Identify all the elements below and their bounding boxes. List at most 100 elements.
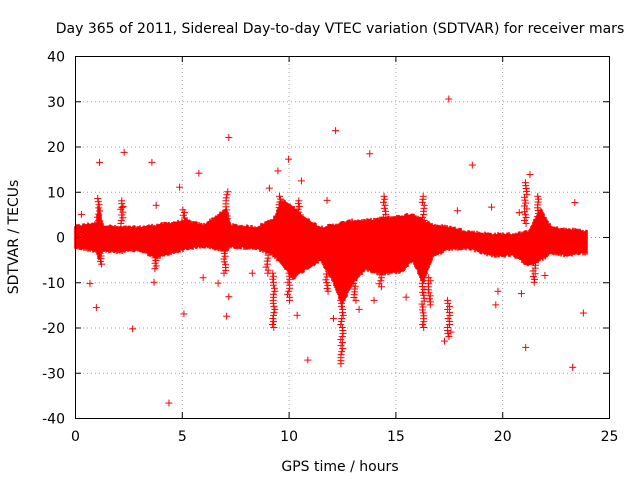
data-point: [165, 399, 173, 407]
data-point: [269, 290, 277, 298]
x-tick-label: 25: [601, 429, 619, 445]
data-point: [96, 219, 104, 227]
data-point: [419, 213, 427, 221]
data-point: [295, 197, 303, 205]
data-point: [285, 269, 293, 277]
data-point: [129, 325, 137, 333]
data-point: [337, 351, 345, 359]
data-point: [446, 308, 454, 316]
tick-layer: 0 5 10 15 20 25 -40 -30 -20 -10 0 10 20 30 40: [42, 50, 618, 446]
data-point: [420, 291, 428, 299]
data-spike: [117, 197, 127, 227]
data-point: [515, 209, 523, 217]
data-point: [223, 224, 231, 232]
data-point: [322, 256, 330, 264]
data-point: [118, 204, 126, 212]
data-point: [176, 183, 184, 191]
data-point: [441, 337, 449, 345]
data-point: [94, 213, 102, 221]
data-spike: [424, 274, 434, 309]
x-tick-label: 5: [178, 429, 187, 445]
data-point: [338, 299, 346, 307]
data-point: [323, 273, 331, 281]
data-point: [223, 312, 231, 320]
data-point: [92, 304, 100, 312]
data-point: [522, 343, 530, 351]
data-spike: [269, 269, 279, 331]
data-point: [337, 342, 345, 350]
data-point: [378, 274, 386, 282]
data-point: [270, 284, 278, 292]
data-point: [402, 293, 410, 301]
data-point: [579, 309, 587, 317]
data-point: [224, 221, 232, 229]
data-point: [522, 199, 530, 207]
data-spike: [529, 256, 539, 286]
data-point: [569, 363, 577, 371]
data-point: [222, 218, 230, 226]
data-point: [285, 287, 293, 295]
data-point: [224, 188, 232, 196]
data-point: [521, 211, 529, 219]
data-point: [445, 333, 453, 341]
data-point: [338, 348, 346, 356]
data-band: [74, 199, 588, 307]
data-point: [418, 280, 426, 288]
data-point: [541, 271, 549, 279]
chart-title: Day 365 of 2011, Sidereal Day-to-day VTE…: [56, 21, 624, 37]
data-point: [339, 305, 347, 313]
data-point: [262, 263, 270, 271]
data-point: [494, 287, 502, 295]
data-point: [264, 251, 272, 259]
data-point: [535, 218, 543, 226]
data-point: [355, 305, 363, 313]
data-point: [337, 296, 345, 304]
data-point: [248, 269, 256, 277]
data-point: [94, 195, 102, 203]
data-point: [274, 167, 282, 175]
data-point: [322, 276, 330, 284]
data-point: [379, 198, 387, 206]
data-point: [195, 169, 203, 177]
data-point: [323, 196, 331, 204]
data-point: [520, 217, 528, 225]
y-tick-label: 40: [47, 50, 65, 66]
data-point: [531, 256, 539, 264]
data-point: [446, 317, 454, 325]
data-point: [323, 259, 331, 267]
data-point: [222, 209, 230, 217]
data-point: [270, 272, 278, 280]
y-tick-label: -20: [42, 321, 65, 337]
data-point: [339, 345, 347, 353]
data-point: [351, 274, 359, 282]
data-point: [381, 195, 389, 203]
data-point: [225, 293, 233, 301]
data-point: [324, 282, 332, 290]
data-point: [77, 210, 85, 218]
y-tick-label: -30: [42, 366, 65, 382]
data-point: [445, 95, 453, 103]
data-spike: [322, 256, 332, 295]
data-point: [94, 198, 102, 206]
data-point: [214, 279, 222, 287]
data-point: [332, 127, 340, 135]
data-point: [269, 320, 277, 328]
data-point: [284, 278, 292, 286]
data-spike: [418, 192, 428, 227]
data-spike: [337, 287, 347, 368]
data-point: [150, 278, 158, 286]
data-point: [148, 158, 156, 166]
data-point: [419, 277, 427, 285]
data-spike: [275, 192, 285, 223]
data-point: [322, 270, 330, 278]
data-point: [270, 311, 278, 319]
data-point: [223, 191, 231, 199]
data-spike: [96, 247, 106, 268]
data-point: [304, 356, 312, 364]
data-point: [488, 203, 496, 211]
data-point: [329, 314, 337, 322]
data-point: [381, 201, 389, 209]
data-point: [381, 207, 389, 215]
data-spike: [533, 192, 543, 232]
